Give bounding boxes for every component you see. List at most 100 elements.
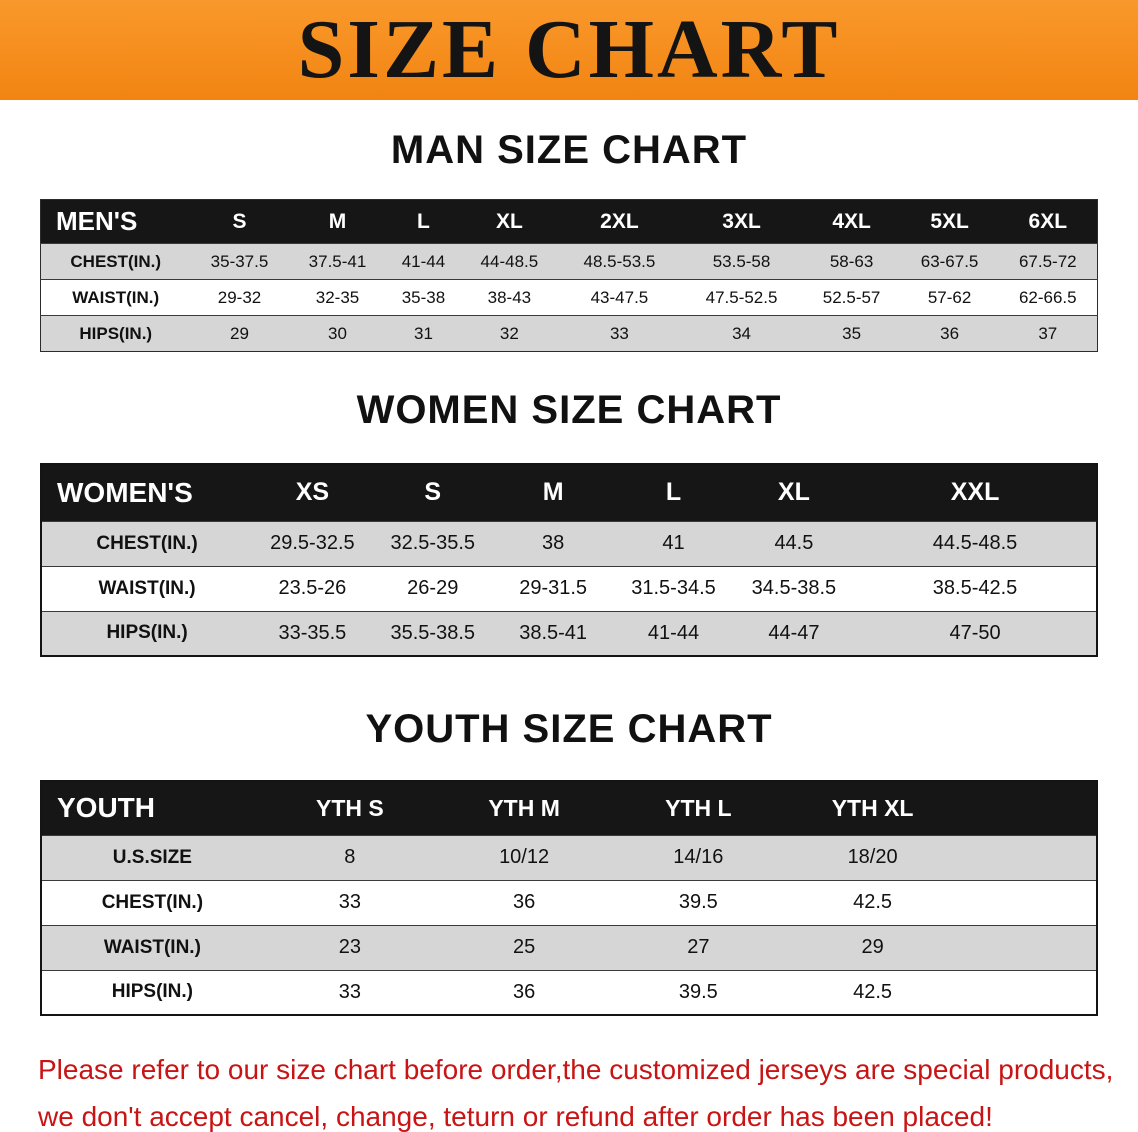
measurement-value-cell: 35.5-38.5 xyxy=(390,621,475,644)
measurement-value-cell: 29-32 xyxy=(217,287,262,307)
table-header-row: YOUTH YTH S YTH M YTH L YTH XL xyxy=(41,781,1097,835)
women-size-chart-section: WOMEN SIZE CHART WOMEN'S XS S M L XL XXL CHEST(… xyxy=(0,388,1138,657)
size-header-cell: 2XL xyxy=(558,199,681,244)
table-row: WAIST(IN.) 23 25 27 29 xyxy=(41,925,1097,970)
table-row: CHEST(IN.) 29.5-32.5 32.5-35.5 38 41 44.5 44.5… xyxy=(41,521,1097,566)
measurement-label-cell: HIPS(IN.) xyxy=(79,323,153,343)
measurement-value-cell: 35-38 xyxy=(401,287,446,307)
measurement-label-cell: WAIST(IN.) xyxy=(98,577,196,599)
measurement-value-cell: 8 xyxy=(344,846,356,868)
size-header-cell: 5XL xyxy=(900,199,999,244)
measurement-label-cell: WAIST(IN.) xyxy=(72,287,160,307)
measurement-value-cell xyxy=(960,970,1097,1015)
measurement-value-cell: 32 xyxy=(499,323,519,343)
measurement-value-cell: 36 xyxy=(940,323,960,343)
measurement-value-cell: 39.5 xyxy=(678,891,718,913)
size-header-cell xyxy=(959,781,1097,835)
table-row: CHEST(IN.) 35-37.5 37.5-41 41-44 44-48.5 48.5… xyxy=(40,243,1098,280)
table-row: WAIST(IN.) 29-32 32-35 35-38 38-43 43-47.5 47.… xyxy=(40,279,1098,316)
table-row: HIPS(IN.) 33-35.5 35.5-38.5 38.5-41 41-44 44-… xyxy=(41,611,1097,656)
measurement-value-cell: 23 xyxy=(338,936,361,958)
measurement-value-cell: 41-44 xyxy=(647,621,700,644)
measurement-value-cell: 33 xyxy=(338,891,361,913)
measurement-value-cell: 44-47 xyxy=(768,621,820,644)
size-header-cell: XL xyxy=(733,464,855,521)
measurement-value-cell xyxy=(960,880,1097,925)
measurement-value-cell: 36 xyxy=(512,891,536,913)
measurement-value-cell: 29-31.5 xyxy=(519,577,588,599)
table-title-cell: MEN'S xyxy=(40,199,191,244)
measurement-value-cell: 38.5-41 xyxy=(519,621,588,644)
measurement-value-cell: 44.5 xyxy=(774,532,814,554)
measurement-value-cell xyxy=(960,835,1097,880)
disclaimer-line-2: we don't accept cancel, change, teturn o… xyxy=(38,1101,993,1132)
measurement-value-cell: 37.5-41 xyxy=(308,251,367,271)
size-header-cell: YTH L xyxy=(611,781,786,835)
table-row: HIPS(IN.) 33 36 39.5 42.5 xyxy=(41,970,1097,1015)
size-header-cell: YTH XL xyxy=(785,781,960,835)
measurement-value-cell: 35 xyxy=(842,323,862,343)
measurement-value-cell: 31 xyxy=(413,323,433,343)
youth-size-table: YOUTH YTH S YTH M YTH L YTH XL U.S.SIZE 8 10/12… xyxy=(40,780,1098,1016)
measurement-value-cell: 23.5-26 xyxy=(278,577,347,599)
measurement-value-cell: 35-37.5 xyxy=(210,251,269,271)
men-size-chart-section: MAN SIZE CHART MEN'S S M L XL 2XL 3XL 4XL 5XL 6XL… xyxy=(0,128,1138,352)
measurement-value-cell: 42.5 xyxy=(853,891,893,913)
measurement-value-cell: 43-47.5 xyxy=(590,287,649,307)
size-header-cell: S xyxy=(190,199,289,244)
table-header-row: MEN'S S M L XL 2XL 3XL 4XL 5XL 6XL xyxy=(40,199,1098,244)
size-chart-banner: SIZE CHART xyxy=(0,0,1138,100)
men-size-table: MEN'S S M L XL 2XL 3XL 4XL 5XL 6XL CHEST(IN.) 35-37… xyxy=(40,199,1098,352)
measurement-value-cell: 32-35 xyxy=(315,287,360,307)
measurement-value-cell: 58-63 xyxy=(829,251,874,271)
size-header-cell: XXL xyxy=(854,464,1097,521)
size-header-cell: 3XL xyxy=(680,199,803,244)
measurement-value-cell: 47-50 xyxy=(949,621,1001,644)
measurement-value-cell: 44-48.5 xyxy=(480,251,539,271)
size-header-cell: XS xyxy=(252,464,373,521)
size-header-cell: S xyxy=(372,464,493,521)
banner-title: SIZE CHART xyxy=(297,3,841,96)
measurement-value-cell: 39.5 xyxy=(678,980,718,1003)
measurement-value-cell: 25 xyxy=(512,936,536,958)
measurement-value-cell: 38-43 xyxy=(487,287,532,307)
measurement-value-cell: 31.5-34.5 xyxy=(631,577,716,599)
size-header-cell: L xyxy=(386,199,461,244)
measurement-value-cell: 34.5-38.5 xyxy=(751,577,837,599)
disclaimer: Please refer to our size chart before or… xyxy=(0,1046,1138,1132)
measurement-value-cell xyxy=(960,925,1097,970)
table-row: CHEST(IN.) 33 36 39.5 42.5 xyxy=(41,880,1097,925)
measurement-value-cell: 32.5-35.5 xyxy=(390,532,475,554)
measurement-label-cell: WAIST(IN.) xyxy=(103,936,201,958)
size-header-cell: XL xyxy=(460,199,559,244)
measurement-value-cell: 30 xyxy=(328,323,347,343)
measurement-label-cell: U.S.SIZE xyxy=(112,846,192,868)
measurement-value-cell: 44.5-48.5 xyxy=(932,532,1018,554)
measurement-value-cell: 38.5-42.5 xyxy=(932,577,1018,599)
measurement-value-cell: 42.5 xyxy=(853,980,893,1003)
table-title-cell: WOMEN'S xyxy=(41,464,253,521)
measurement-value-cell: 29 xyxy=(861,936,884,958)
youth-chart-heading: YOUTH SIZE CHART xyxy=(365,707,773,751)
measurement-value-cell: 10/12 xyxy=(499,846,550,868)
table-header-row: WOMEN'S XS S M L XL XXL xyxy=(41,464,1097,521)
size-header-cell: L xyxy=(613,464,734,521)
measurement-value-cell: 47.5-52.5 xyxy=(705,287,778,307)
measurement-label-cell: CHEST(IN.) xyxy=(96,532,198,554)
size-header-cell: 6XL xyxy=(998,199,1098,244)
measurement-label-cell: CHEST(IN.) xyxy=(70,251,162,271)
measurement-value-cell: 48.5-53.5 xyxy=(583,251,656,271)
disclaimer-line-1: Please refer to our size chart before or… xyxy=(38,1054,1114,1085)
size-header-cell: YTH M xyxy=(436,781,612,835)
measurement-label-cell: HIPS(IN.) xyxy=(106,622,188,644)
measurement-value-cell: 41-44 xyxy=(401,251,446,271)
measurement-label-cell: HIPS(IN.) xyxy=(111,981,194,1003)
table-title-cell: YOUTH xyxy=(41,781,263,835)
measurement-value-cell: 33 xyxy=(609,323,629,343)
measurement-value-cell: 36 xyxy=(512,980,536,1003)
measurement-value-cell: 37 xyxy=(1038,323,1058,343)
table-row: U.S.SIZE 8 10/12 14/16 18/20 xyxy=(41,835,1097,880)
size-header-cell: M xyxy=(492,464,614,521)
measurement-value-cell: 33 xyxy=(338,980,361,1003)
